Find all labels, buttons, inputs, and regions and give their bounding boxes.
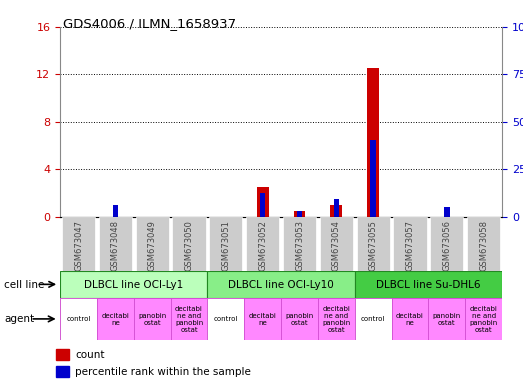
Bar: [99, 217, 132, 271]
Text: decitabi
ne and
panobin
ostat: decitabi ne and panobin ostat: [175, 306, 203, 333]
Bar: [318, 298, 355, 340]
Bar: [392, 298, 428, 340]
Bar: [135, 217, 169, 271]
Text: cell line: cell line: [4, 280, 44, 290]
Bar: [355, 298, 502, 340]
Text: control: control: [361, 316, 385, 322]
Bar: [257, 187, 269, 217]
Text: GSM673058: GSM673058: [479, 220, 488, 271]
Text: count: count: [75, 349, 105, 359]
Text: GSM673047: GSM673047: [74, 220, 83, 271]
Text: decitabi
ne: decitabi ne: [249, 313, 277, 326]
Bar: [260, 193, 266, 217]
Bar: [293, 211, 305, 217]
Bar: [208, 298, 244, 340]
Bar: [173, 217, 206, 271]
Text: GSM673052: GSM673052: [258, 220, 267, 270]
Text: GSM673049: GSM673049: [147, 220, 157, 270]
Bar: [60, 298, 208, 340]
Bar: [467, 217, 500, 271]
Bar: [281, 298, 318, 340]
Bar: [430, 217, 463, 271]
Bar: [134, 298, 170, 340]
Text: percentile rank within the sample: percentile rank within the sample: [75, 367, 251, 377]
Bar: [355, 271, 502, 298]
Bar: [244, 298, 281, 340]
Text: panobin
ostat: panobin ostat: [138, 313, 166, 326]
Bar: [55, 366, 69, 377]
Text: DLBCL line OCI-Ly10: DLBCL line OCI-Ly10: [228, 280, 334, 290]
Bar: [320, 217, 353, 271]
Bar: [208, 271, 355, 298]
Text: GSM673055: GSM673055: [369, 220, 378, 270]
Text: control: control: [214, 316, 238, 322]
Bar: [283, 217, 316, 271]
Bar: [393, 217, 427, 271]
Bar: [444, 207, 450, 217]
Bar: [465, 298, 502, 340]
Text: decitabi
ne: decitabi ne: [101, 313, 129, 326]
Bar: [334, 199, 339, 217]
Bar: [60, 271, 208, 298]
Text: panobin
ostat: panobin ostat: [286, 313, 314, 326]
Bar: [357, 217, 390, 271]
Text: decitabi
ne: decitabi ne: [396, 313, 424, 326]
Text: decitabi
ne and
panobin
ostat: decitabi ne and panobin ostat: [470, 306, 498, 333]
Text: GSM673057: GSM673057: [405, 220, 415, 271]
Bar: [112, 205, 118, 217]
Bar: [97, 298, 134, 340]
Text: GSM673053: GSM673053: [295, 220, 304, 271]
Text: GSM673056: GSM673056: [442, 220, 451, 271]
Bar: [370, 140, 376, 217]
Text: DLBCL line OCI-Ly1: DLBCL line OCI-Ly1: [84, 280, 184, 290]
Text: DLBCL line Su-DHL6: DLBCL line Su-DHL6: [376, 280, 481, 290]
Bar: [170, 298, 208, 340]
Bar: [208, 298, 355, 340]
Bar: [355, 298, 392, 340]
Text: GDS4006 / ILMN_1658937: GDS4006 / ILMN_1658937: [63, 17, 236, 30]
Text: decitabi
ne and
panobin
ostat: decitabi ne and panobin ostat: [322, 306, 350, 333]
Bar: [331, 205, 342, 217]
Text: control: control: [66, 316, 91, 322]
Bar: [62, 217, 95, 271]
Text: GSM673051: GSM673051: [221, 220, 230, 270]
Text: agent: agent: [4, 314, 35, 324]
Bar: [60, 298, 97, 340]
Bar: [297, 211, 302, 217]
Text: GSM673050: GSM673050: [185, 220, 194, 270]
Text: GSM673054: GSM673054: [332, 220, 341, 270]
Bar: [428, 298, 465, 340]
Bar: [246, 217, 279, 271]
Text: panobin
ostat: panobin ostat: [433, 313, 461, 326]
Bar: [55, 349, 69, 360]
Bar: [209, 217, 243, 271]
Text: GSM673048: GSM673048: [111, 220, 120, 271]
Bar: [367, 68, 379, 217]
